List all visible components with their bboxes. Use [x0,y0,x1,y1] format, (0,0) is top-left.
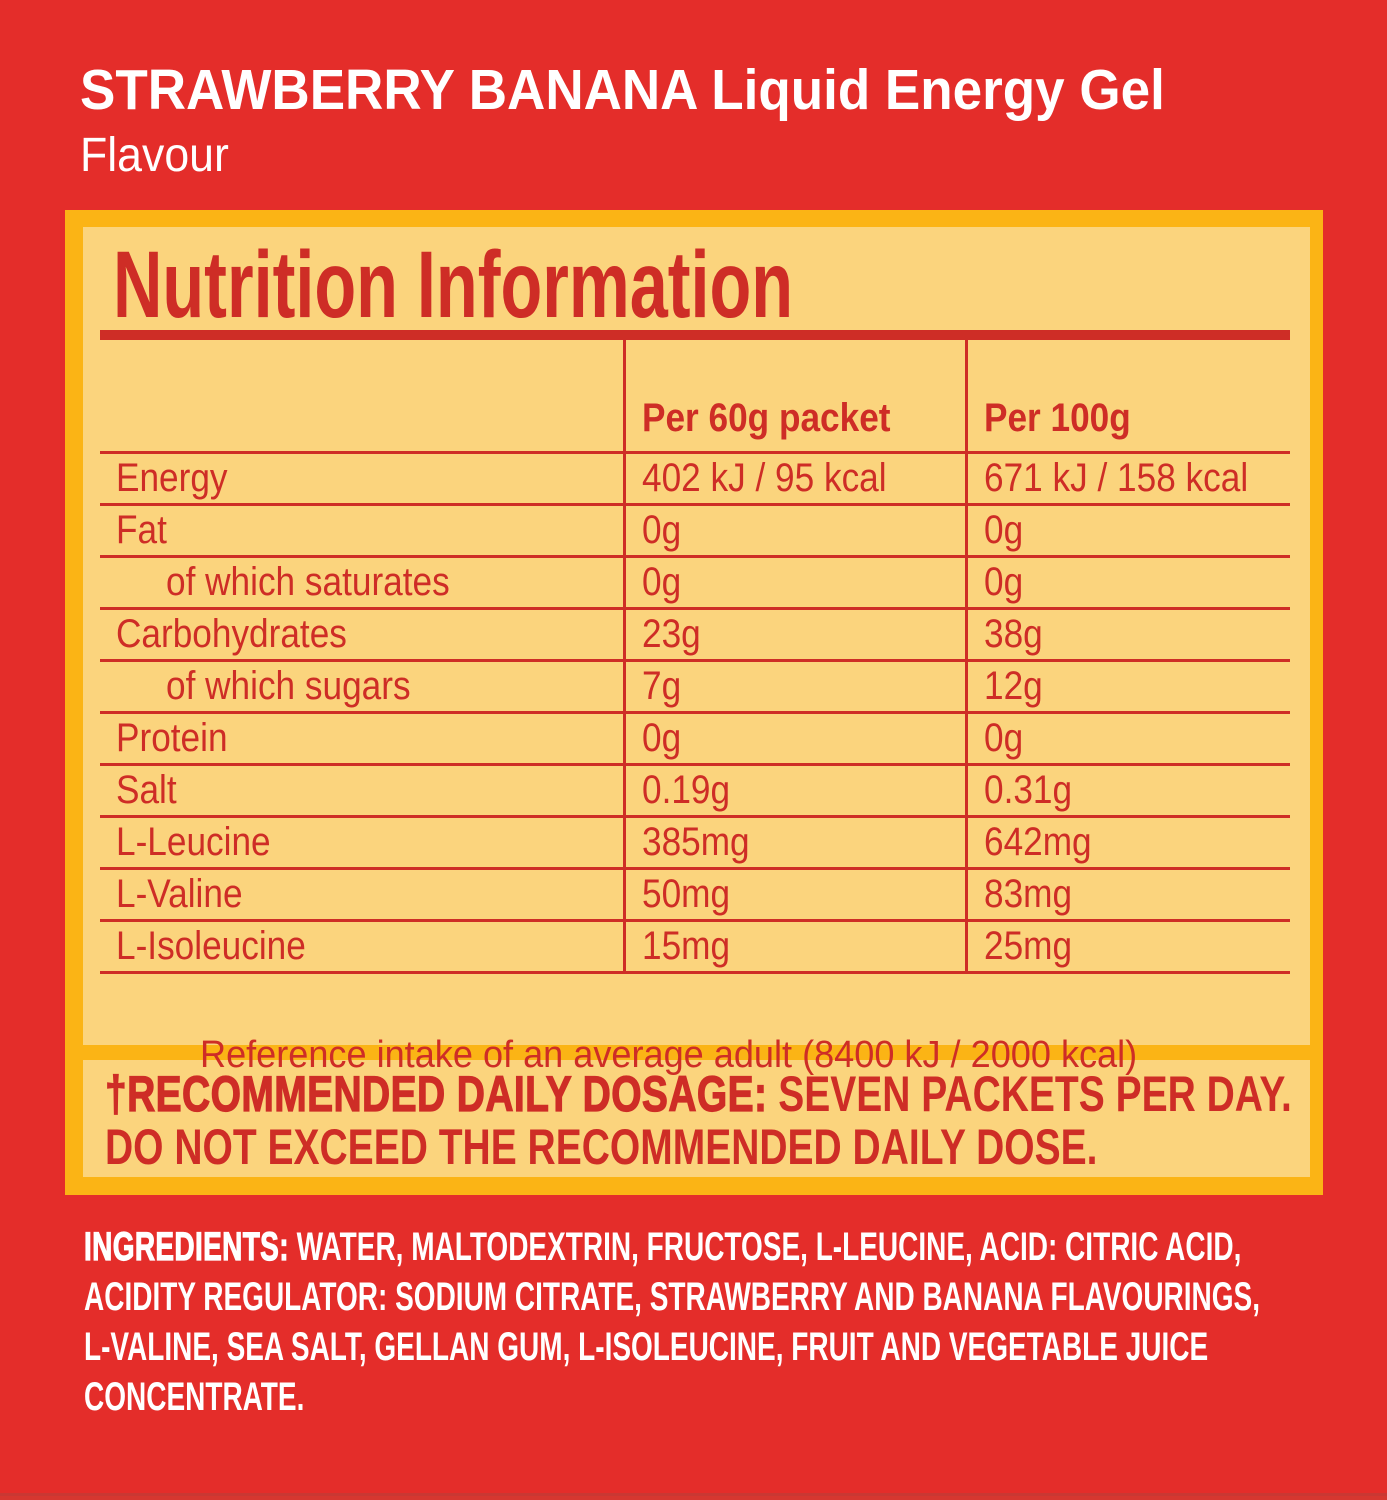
package-edge-line [0,1493,1387,1500]
dosage-line-1: †RECOMMENDED DAILY DOSAGE: SEVEN PACKETS… [104,1066,1291,1122]
column-header-per-100g: Per 100g [965,340,1290,454]
row-label-salt: Salt [100,766,623,818]
row-label-protein: Protein [100,714,623,766]
dosage-line-2-text: DO NOT EXCEED THE RECOMMENDED DAILY DOSE… [105,1119,1098,1175]
row-value-fat-100g: 0g [965,506,1290,558]
product-title-text: STRAWBERRY BANANA Liquid Energy Gel [80,58,1165,122]
package-edge-dark-line [0,1493,1387,1496]
row-label-l-valine: L-Valine [100,870,623,922]
row-label-l-isoleucine: L-Isoleucine [100,922,623,974]
nutrition-panel: Nutrition Information Per 60g packet Per… [65,210,1323,1195]
row-label-carbohydrates: Carbohydrates [100,610,623,662]
row-value-saturates-packet: 0g [623,558,965,610]
row-value-l-valine-packet: 50mg [623,870,965,922]
dosage-box: †RECOMMENDED DAILY DOSAGE: SEVEN PACKETS… [83,1060,1310,1177]
row-value-saturates-100g: 0g [965,558,1290,610]
product-title: STRAWBERRY BANANA Liquid Energy Gel [80,60,1246,120]
row-value-protein-100g: 0g [965,714,1290,766]
row-label-fat: Fat [100,506,623,558]
row-value-fat-packet: 0g [623,506,965,558]
product-subtitle-text: Flavour [80,129,229,182]
row-value-l-isoleucine-packet: 15mg [623,922,965,974]
row-value-l-leucine-packet: 385mg [623,818,965,870]
table-corner-cell [100,340,623,454]
row-value-energy-100g: 671 kJ / 158 kcal [965,454,1290,506]
dosage-line-1-text: SEVEN PACKETS PER DAY. [767,1066,1292,1122]
row-value-l-leucine-100g: 642mg [965,818,1290,870]
ingredients-text: INGREDIENTS: WATER, MALTODEXTRIN, FRUCTO… [84,1222,1387,1422]
row-value-salt-packet: 0.19g [623,766,965,818]
row-label-saturates: of which saturates [100,558,623,610]
row-value-sugars-100g: 12g [965,662,1290,714]
row-label-energy: Energy [100,454,623,506]
ingredients-list: WATER, MALTODEXTRIN, FRUCTOSE, L-LEUCINE… [84,1225,1260,1419]
row-value-salt-100g: 0.31g [965,766,1290,818]
row-label-l-leucine: L-Leucine [100,818,623,870]
row-value-sugars-packet: 7g [623,662,965,714]
row-value-l-isoleucine-100g: 25mg [965,922,1290,974]
nutrition-table: Per 60g packet Per 100g Energy 402 kJ / … [100,340,1290,974]
ingredients-label: INGREDIENTS: [84,1224,289,1269]
product-subtitle: Flavour [80,130,240,182]
row-value-protein-packet: 0g [623,714,965,766]
row-value-carbohydrates-packet: 23g [623,610,965,662]
nutrition-facts-box: Nutrition Information Per 60g packet Per… [83,227,1310,1076]
nutrition-title: Nutrition Information [113,232,794,338]
row-value-l-valine-100g: 83mg [965,870,1290,922]
row-label-sugars: of which sugars [100,662,623,714]
reference-intake-note: Reference intake of an average adult (84… [200,1034,1138,1076]
title-rule [100,330,1290,340]
column-header-per-packet: Per 60g packet [623,340,965,454]
dosage-heading: †RECOMMENDED DAILY DOSAGE: [104,1066,768,1122]
package-edge-below [0,1496,1387,1500]
row-value-energy-packet: 402 kJ / 95 kcal [623,454,965,506]
dosage-line-2: DO NOT EXCEED THE RECOMMENDED DAILY DOSE… [105,1121,1097,1174]
row-value-carbohydrates-100g: 38g [965,610,1290,662]
